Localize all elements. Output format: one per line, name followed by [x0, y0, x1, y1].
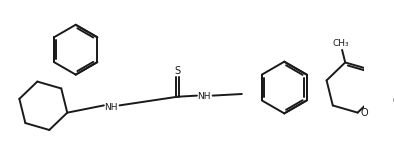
Text: NH: NH	[104, 103, 118, 112]
Text: CH₃: CH₃	[332, 39, 349, 48]
Text: O: O	[361, 108, 368, 118]
Text: NH: NH	[198, 92, 211, 102]
Text: O: O	[393, 96, 394, 106]
Text: S: S	[174, 66, 180, 76]
